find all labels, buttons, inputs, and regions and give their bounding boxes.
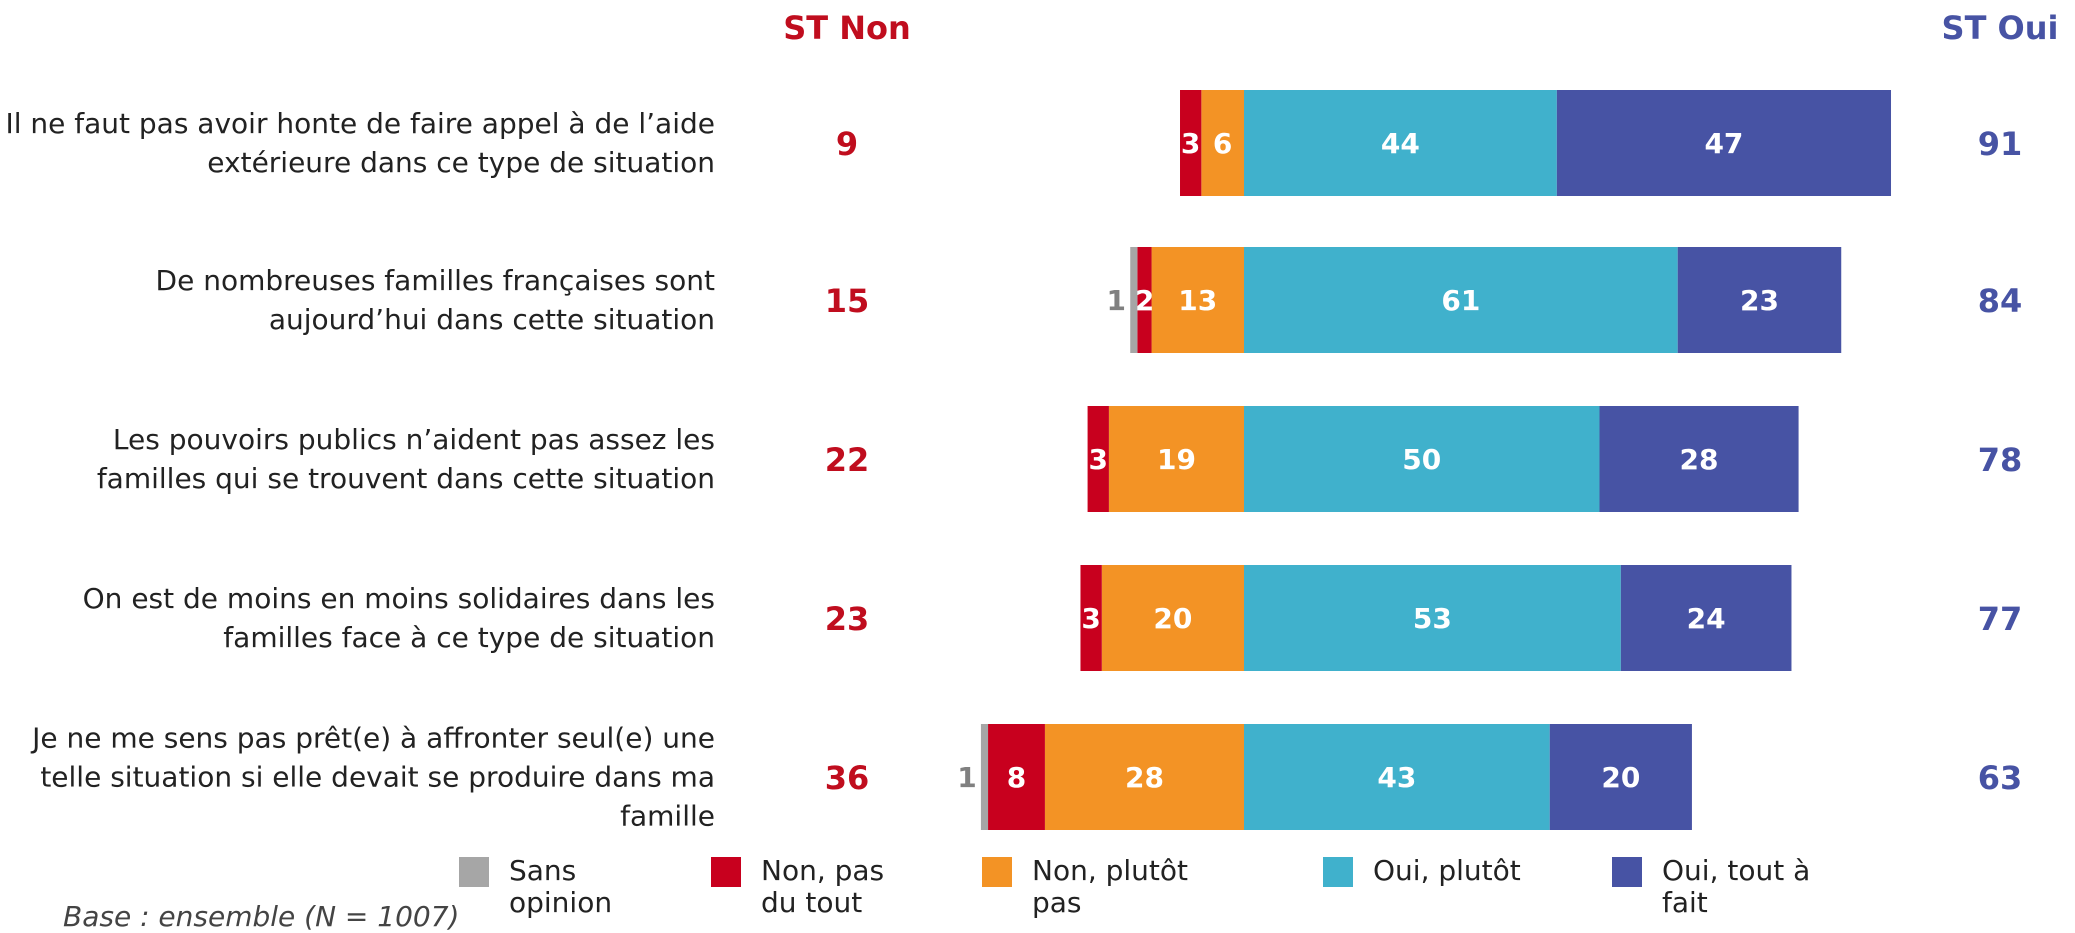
legend-item: Oui, tout à fait xyxy=(1612,855,1842,919)
bar-segment xyxy=(1201,90,1244,196)
st-oui-value: 84 xyxy=(1978,282,2023,320)
row-label: Je ne me sens pas prêt(e) à affronter se… xyxy=(32,721,715,833)
st-oui-value: 78 xyxy=(1978,441,2023,479)
legend-swatch xyxy=(982,857,1012,887)
st-non-header: ST Non xyxy=(783,9,911,47)
row-label: Les pouvoirs publics n’aident pas assez … xyxy=(96,423,715,495)
legend-label: Sans opinion xyxy=(509,854,613,919)
bar-segment xyxy=(1244,247,1678,353)
value-label: 6 xyxy=(1213,127,1232,160)
value-label: 44 xyxy=(1381,127,1420,160)
row-label: De nombreuses familles françaises sont a… xyxy=(155,264,715,336)
value-label: 2 xyxy=(1135,284,1154,317)
value-label: 28 xyxy=(1125,761,1164,794)
st-non-value: 22 xyxy=(825,441,870,479)
bar-segment xyxy=(980,724,989,830)
value-label: 3 xyxy=(1089,443,1108,476)
legend-item: Non, plutôt pas xyxy=(982,855,1242,919)
st-oui-header: ST Oui xyxy=(1942,9,2059,47)
bar-segment xyxy=(1620,565,1792,671)
bar-segment xyxy=(1244,565,1621,671)
value-label: 1 xyxy=(1106,284,1125,317)
legend-swatch xyxy=(711,857,741,887)
st-oui-value: 63 xyxy=(1978,759,2023,797)
legend-swatch xyxy=(459,857,489,887)
st-non-value: 15 xyxy=(825,282,870,320)
legend-label: Non, pas du tout xyxy=(761,854,885,919)
bar-segment xyxy=(1101,565,1244,671)
value-label: 43 xyxy=(1377,761,1416,794)
value-label: 13 xyxy=(1178,284,1217,317)
bar-segment xyxy=(1087,406,1109,512)
bar-segment xyxy=(1549,724,1692,830)
footnote: Base : ensemble (N = 1007) xyxy=(63,900,460,933)
value-label: 50 xyxy=(1402,443,1441,476)
value-label: 24 xyxy=(1687,602,1726,635)
bar-segment xyxy=(1244,406,1600,512)
bar-segment xyxy=(1599,406,1799,512)
bar-segment xyxy=(1244,724,1550,830)
bar-segment xyxy=(1151,247,1244,353)
value-label: 1 xyxy=(957,761,976,794)
value-label: 47 xyxy=(1704,127,1743,160)
value-label: 53 xyxy=(1413,602,1452,635)
st-oui-value: 77 xyxy=(1978,600,2023,638)
value-label: 23 xyxy=(1740,284,1779,317)
st-non-value: 23 xyxy=(825,600,870,638)
value-label: 8 xyxy=(1007,761,1026,794)
legend-label: Non, plutôt pas xyxy=(1032,854,1189,919)
bar-segment xyxy=(1556,90,1892,196)
bar-segment xyxy=(1180,90,1202,196)
value-label: 3 xyxy=(1081,602,1100,635)
value-label: 20 xyxy=(1601,761,1640,794)
st-non-value: 9 xyxy=(836,125,858,163)
bar-segment xyxy=(1130,247,1138,353)
bar-segment xyxy=(1044,724,1244,830)
legend-swatch xyxy=(1323,857,1353,887)
bar-segment xyxy=(1108,406,1244,512)
value-label: 61 xyxy=(1441,284,1480,317)
bar-segment xyxy=(1080,565,1102,671)
bar-segment xyxy=(1244,90,1557,196)
legend-label: Oui, tout à fait xyxy=(1662,854,1811,919)
value-label: 3 xyxy=(1181,127,1200,160)
st-non-value: 36 xyxy=(825,759,870,797)
value-label: 28 xyxy=(1680,443,1719,476)
st-oui-value: 91 xyxy=(1978,125,2023,163)
legend-swatch xyxy=(1612,857,1642,887)
value-label: 20 xyxy=(1153,602,1192,635)
legend-item: Sans opinion xyxy=(459,855,629,919)
bar-segment xyxy=(1677,247,1842,353)
value-label: 19 xyxy=(1157,443,1196,476)
bar-segment xyxy=(1137,247,1152,353)
bar-segment xyxy=(988,724,1045,830)
row-label: On est de moins en moins solidaires dans… xyxy=(82,582,715,654)
legend-item: Non, pas du tout xyxy=(711,855,911,919)
legend-label: Oui, plutôt xyxy=(1373,854,1521,887)
legend-item: Oui, plutôt xyxy=(1323,855,1603,887)
row-label: Il ne faut pas avoir honte de faire appe… xyxy=(5,107,715,179)
